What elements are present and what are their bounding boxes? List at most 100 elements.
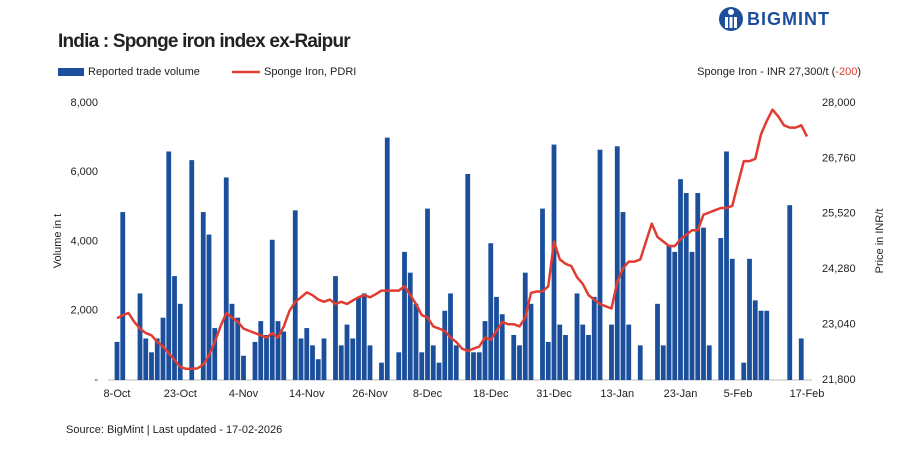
bar <box>586 334 591 380</box>
bar <box>465 173 471 380</box>
x-tick-label: 5-Feb <box>724 388 753 400</box>
bar <box>482 321 488 380</box>
y2-tick-label: 28,000 <box>822 97 856 109</box>
bar <box>172 276 177 380</box>
bar <box>281 331 287 380</box>
bar <box>551 144 557 380</box>
bar <box>200 212 206 380</box>
y-axis-title: Volume in t <box>52 214 64 268</box>
x-tick-label: 17-Feb <box>790 388 825 400</box>
y-tick-label: - <box>94 374 98 386</box>
bar <box>580 324 586 380</box>
legend-label: Sponge Iron, PDRI <box>264 66 356 78</box>
y2-tick-label: 24,280 <box>822 263 856 275</box>
bar <box>574 293 580 380</box>
bar <box>189 160 195 380</box>
bar <box>563 334 568 380</box>
bar <box>626 324 632 380</box>
bar <box>143 338 149 380</box>
bar <box>160 317 166 380</box>
y-tick-label: 6,000 <box>70 166 98 178</box>
bar <box>229 303 235 380</box>
bar <box>517 345 522 380</box>
bar <box>379 362 384 380</box>
logo-bar <box>725 17 728 28</box>
bar <box>344 324 350 380</box>
bar <box>672 251 678 380</box>
bar <box>637 345 643 380</box>
bar <box>494 296 499 380</box>
bar <box>275 321 281 380</box>
bar <box>666 244 672 380</box>
bar <box>545 341 551 380</box>
bar <box>499 314 505 380</box>
bar <box>591 296 597 380</box>
bar <box>706 345 712 380</box>
bar <box>367 345 373 380</box>
legend-label: Reported trade volume <box>88 66 200 78</box>
bar <box>315 359 321 380</box>
logo-head <box>728 9 734 15</box>
bar <box>660 345 666 380</box>
bar <box>689 251 695 380</box>
bar <box>540 208 545 380</box>
bar <box>338 345 344 380</box>
bar <box>350 338 356 380</box>
bar <box>701 227 706 380</box>
bar <box>453 345 459 380</box>
bar <box>798 338 804 380</box>
bar <box>361 293 367 380</box>
bar <box>114 341 120 380</box>
bar <box>787 205 793 380</box>
bar <box>206 234 212 380</box>
bar <box>718 238 724 380</box>
bar <box>356 296 361 380</box>
y2-axis-title: Price in INR/t <box>874 209 886 274</box>
price-line <box>116 108 809 371</box>
bar <box>223 177 229 380</box>
x-tick-label: 31-Dec <box>536 388 572 400</box>
bar <box>298 338 304 380</box>
bar <box>149 352 154 380</box>
bar <box>741 362 747 380</box>
bar <box>430 345 436 380</box>
bar <box>120 212 126 380</box>
annotation: Sponge Iron - INR 27,300/t (-200) <box>697 66 861 78</box>
bar <box>292 210 298 380</box>
bar <box>235 317 241 380</box>
x-tick-label: 4-Nov <box>229 388 259 400</box>
bar <box>488 243 494 380</box>
x-tick-label: 8-Oct <box>104 388 131 400</box>
y-tick-label: 2,000 <box>70 305 98 317</box>
annotation-prefix: Sponge Iron - INR 27,300/t ( <box>697 66 836 78</box>
bar <box>407 272 413 380</box>
bar <box>476 352 482 380</box>
bar <box>620 212 626 380</box>
bar <box>252 341 258 380</box>
logo-bar <box>729 17 733 28</box>
bar <box>436 362 442 380</box>
x-tick-label: 26-Nov <box>352 388 388 400</box>
bar <box>522 272 528 380</box>
x-tick-label: 14-Nov <box>289 388 325 400</box>
bar <box>137 293 143 380</box>
bar <box>471 352 476 380</box>
bar <box>258 321 264 380</box>
bar <box>609 324 614 380</box>
legend-swatch <box>58 68 84 76</box>
bar <box>442 310 448 380</box>
bar <box>528 303 534 380</box>
bar <box>557 324 563 380</box>
y2-tick-label: 21,800 <box>822 374 856 386</box>
chart-title: India : Sponge iron index ex-Raipur <box>58 31 351 52</box>
bar <box>166 151 172 380</box>
bar <box>752 300 758 380</box>
logo: BIGMINT <box>747 9 830 29</box>
bar <box>614 146 620 380</box>
bar <box>758 310 764 380</box>
bar <box>310 345 315 380</box>
bar <box>384 137 390 380</box>
bar <box>264 334 269 380</box>
